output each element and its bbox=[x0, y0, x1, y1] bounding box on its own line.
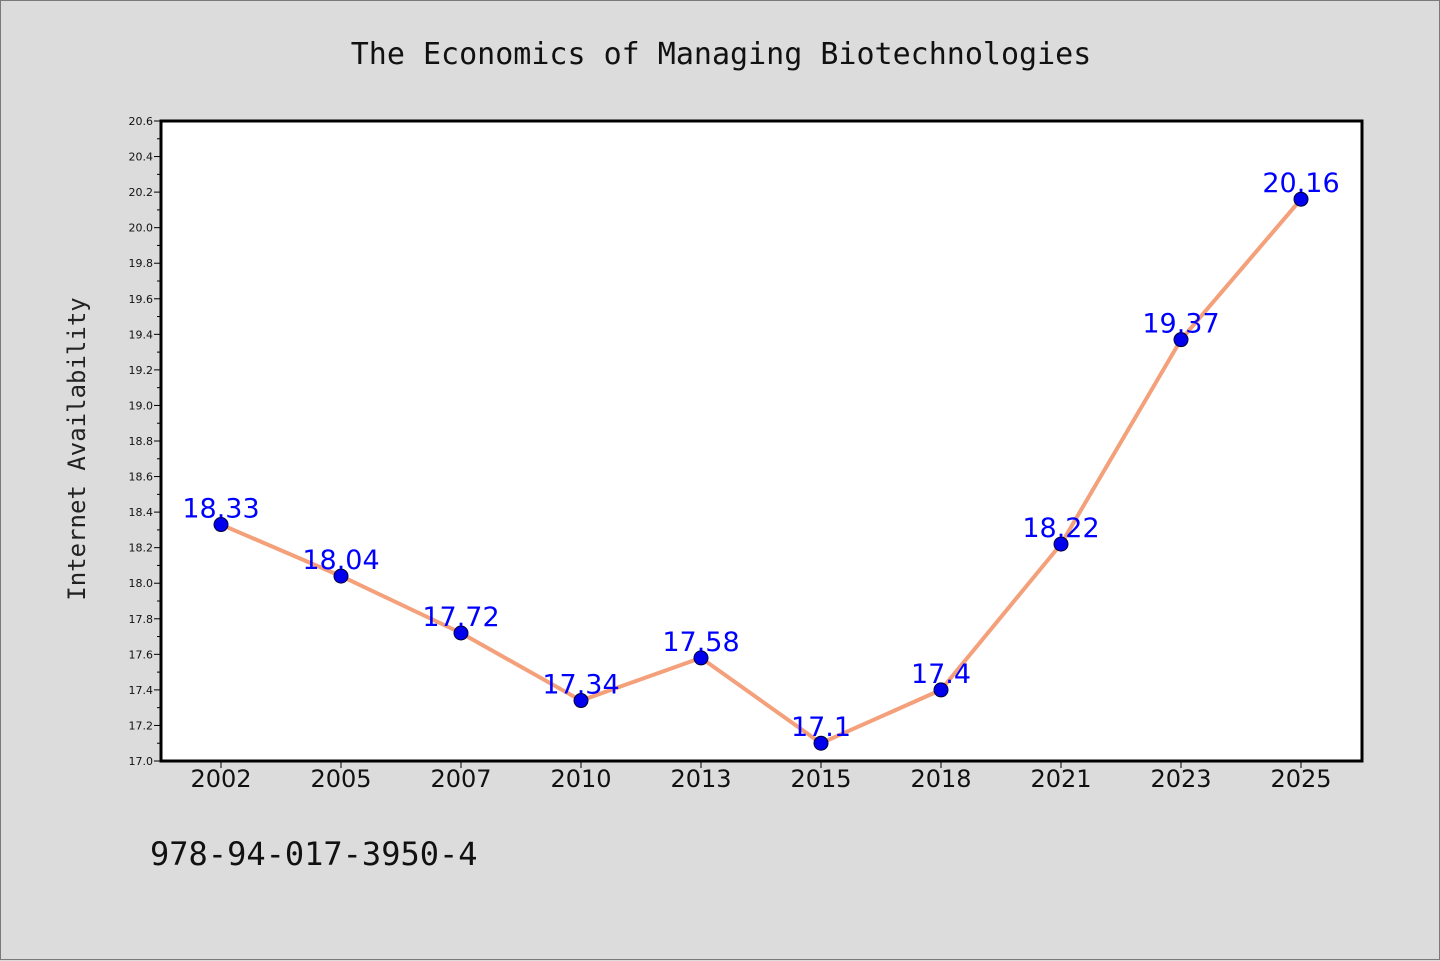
data-label-2005: 18.04 bbox=[302, 545, 379, 576]
y-tick-label: 17.8 bbox=[129, 613, 154, 626]
y-tick-label: 19.2 bbox=[129, 364, 154, 377]
y-tick-label: 18.6 bbox=[129, 471, 154, 484]
data-label-2023: 19.37 bbox=[1142, 309, 1219, 340]
y-tick-label: 19.0 bbox=[129, 399, 154, 412]
data-point-2010 bbox=[573, 693, 589, 709]
data-point-2025 bbox=[1293, 191, 1309, 207]
data-point-2018 bbox=[933, 682, 949, 698]
data-point-2002 bbox=[213, 517, 229, 533]
y-axis-ticks: 17.0 17.2 17.4 17.6 17.8 18.0 18.2 18.4 18.6 18.8… bbox=[129, 115, 161, 768]
y-tick-label: 20.0 bbox=[129, 222, 154, 235]
x-axis-ticks: 2002 2005 2007 2010 2013 2015 2018 2021 2023 2025 bbox=[190, 761, 1332, 793]
y-tick-label: 17.2 bbox=[129, 719, 154, 732]
data-label-2025: 20.16 bbox=[1262, 168, 1339, 199]
y-tick-label: 19.8 bbox=[129, 257, 154, 270]
data-labels: 18.33 18.04 17.72 17.34 17.58 17.1 17.4 18.22 19… bbox=[182, 168, 1339, 743]
x-tick-label: 2023 bbox=[1150, 765, 1211, 793]
y-tick-label: 18.4 bbox=[129, 506, 154, 519]
y-tick-label: 20.6 bbox=[129, 115, 154, 128]
y-tick-label: 19.4 bbox=[129, 328, 154, 341]
x-tick-label: 2005 bbox=[310, 765, 371, 793]
y-tick-label: 17.4 bbox=[129, 684, 154, 697]
y-axis-label: Internet Availability bbox=[63, 297, 91, 600]
series-markers bbox=[213, 191, 1309, 751]
data-point-2015 bbox=[813, 735, 829, 751]
plot-area bbox=[161, 121, 1362, 761]
x-tick-label: 2007 bbox=[430, 765, 491, 793]
x-tick-label: 2021 bbox=[1030, 765, 1091, 793]
data-label-2010: 17.34 bbox=[542, 670, 619, 701]
data-label-2007: 17.72 bbox=[422, 602, 499, 633]
y-tick-label: 19.6 bbox=[129, 293, 154, 306]
x-tick-label: 2025 bbox=[1270, 765, 1331, 793]
x-tick-label: 2015 bbox=[790, 765, 851, 793]
y-tick-label: 20.4 bbox=[129, 151, 154, 164]
y-tick-label: 20.2 bbox=[129, 186, 154, 199]
data-point-2023 bbox=[1173, 332, 1189, 348]
data-label-2002: 18.33 bbox=[182, 494, 259, 525]
chart-title: The Economics of Managing Biotechnologie… bbox=[351, 37, 1092, 72]
x-tick-label: 2013 bbox=[670, 765, 731, 793]
x-tick-label: 2010 bbox=[550, 765, 611, 793]
data-point-2013 bbox=[693, 650, 709, 666]
data-label-2021: 18.22 bbox=[1022, 513, 1099, 544]
isbn-text: 978-94-017-3950-4 bbox=[150, 835, 478, 873]
y-tick-label: 18.0 bbox=[129, 577, 154, 590]
data-label-2015: 17.1 bbox=[791, 712, 851, 743]
y-tick-label: 18.8 bbox=[129, 435, 154, 448]
data-label-2013: 17.58 bbox=[662, 627, 739, 658]
plot-border bbox=[159, 119, 1364, 763]
y-tick-label: 18.2 bbox=[129, 542, 154, 555]
series-line bbox=[219, 197, 1303, 746]
y-tick-label: 17.0 bbox=[129, 755, 154, 768]
series-line-group bbox=[219, 197, 1303, 746]
data-point-2021 bbox=[1053, 536, 1069, 552]
data-point-2007 bbox=[453, 625, 469, 641]
y-tick-label: 17.6 bbox=[129, 648, 154, 661]
x-tick-label: 2002 bbox=[190, 765, 251, 793]
x-tick-label: 2018 bbox=[910, 765, 971, 793]
data-label-2018: 17.4 bbox=[911, 659, 971, 690]
data-point-2005 bbox=[333, 568, 349, 584]
